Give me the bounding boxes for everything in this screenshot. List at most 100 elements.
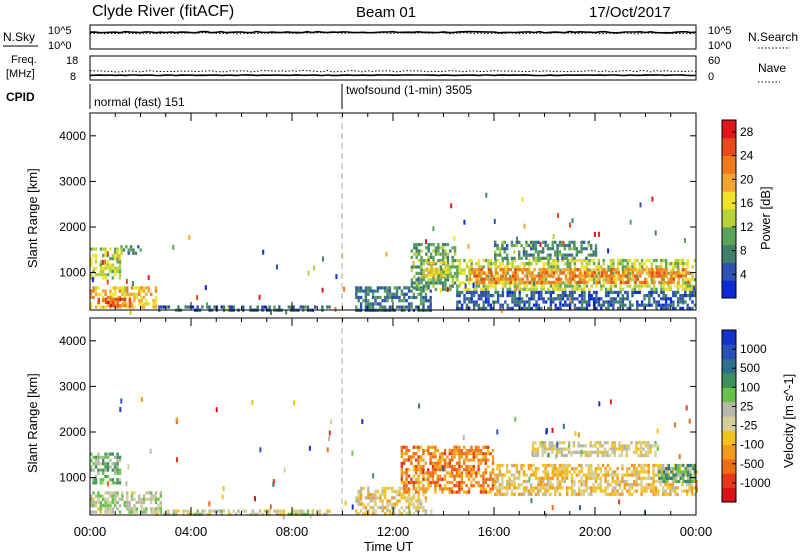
cell-6 (413, 265, 416, 269)
cell-4 (491, 477, 495, 481)
scatter-cell (598, 401, 601, 407)
cell-5 (568, 463, 571, 468)
cell-8 (597, 265, 601, 269)
cell-0 (111, 263, 114, 267)
cell-8 (621, 268, 625, 272)
cell-8 (626, 262, 629, 266)
cell-5 (364, 295, 368, 300)
cell-11 (595, 290, 598, 294)
cell-8 (556, 284, 560, 288)
cell-9 (531, 271, 534, 275)
cell-4 (491, 455, 495, 459)
cell-0 (94, 260, 98, 264)
cell-0 (92, 247, 95, 251)
cell-4 (479, 461, 483, 465)
cell-4 (287, 305, 290, 309)
cell-5 (635, 473, 638, 477)
cell-5 (585, 463, 588, 468)
cell-4 (479, 452, 483, 456)
cell-7 (432, 274, 436, 278)
cell-4 (415, 487, 418, 491)
colorbar-tick-label: 16 (740, 196, 754, 210)
cell-6 (439, 246, 442, 250)
cell-11 (484, 294, 488, 298)
cell-8 (535, 287, 538, 291)
cell-8 (626, 265, 629, 269)
scatter-cell (418, 403, 421, 409)
cell-11 (583, 306, 586, 310)
colorbar-swatch (722, 373, 736, 388)
cell-4 (487, 477, 490, 481)
scatter-cell (530, 498, 533, 504)
cell-8 (470, 278, 473, 282)
cell-11 (506, 294, 509, 298)
cell-7 (670, 467, 673, 471)
cell-8 (580, 271, 584, 275)
colorbar-tick-label: -1000 (740, 476, 771, 490)
cell-11 (559, 294, 562, 298)
cell-10 (513, 243, 516, 248)
cell-8 (484, 271, 488, 275)
cell-5 (367, 299, 370, 303)
cell-6 (415, 265, 418, 269)
cell-2 (128, 300, 132, 305)
cell-11 (463, 300, 466, 304)
cell-7 (694, 467, 697, 471)
cell-6 (417, 287, 421, 291)
cell-8 (600, 284, 603, 288)
cell-5 (645, 483, 648, 487)
cell-10 (501, 247, 504, 251)
cell-4 (417, 461, 420, 465)
cell-8 (547, 268, 550, 272)
cell-7 (442, 274, 445, 278)
cell-7 (662, 479, 666, 484)
cell-5 (556, 489, 559, 493)
cell-1 (114, 497, 117, 501)
cell-11 (494, 300, 497, 304)
cell-11 (588, 297, 591, 301)
cell-0 (116, 471, 119, 475)
cell-4 (436, 477, 439, 481)
cell-11 (528, 297, 531, 301)
cell-4 (484, 477, 487, 481)
cell-5 (638, 483, 641, 487)
cell-0 (97, 471, 100, 475)
cell-1 (157, 504, 160, 508)
cell-10 (520, 256, 523, 260)
cell-6 (453, 252, 457, 256)
cell-6 (567, 450, 571, 454)
cell-9 (569, 271, 572, 275)
cell-2 (196, 509, 199, 513)
scatter-cell (467, 243, 470, 249)
cell-11 (554, 306, 557, 310)
cell-6 (415, 271, 418, 275)
cell-11 (487, 297, 490, 301)
cell-8 (470, 262, 473, 266)
cell-7 (425, 274, 429, 278)
cell-11 (604, 300, 608, 304)
cell-4 (487, 445, 490, 449)
cell-11 (564, 290, 567, 294)
cell-3 (371, 496, 375, 500)
cell-6 (642, 447, 645, 451)
cell-4 (460, 484, 463, 488)
cell-4 (443, 487, 447, 491)
cell-5 (558, 467, 562, 471)
cell-9 (610, 268, 613, 272)
cell-5 (645, 489, 648, 493)
cell-2 (109, 304, 112, 308)
cell-9 (521, 277, 524, 281)
cell-5 (657, 463, 660, 468)
cell-7 (674, 473, 678, 477)
colorbar-frame (721, 119, 737, 299)
cell-7 (430, 264, 433, 268)
cell-5 (539, 483, 542, 487)
cell-7 (435, 270, 438, 274)
cell-11 (518, 303, 521, 307)
cell-5 (527, 479, 530, 484)
cell-5 (494, 473, 497, 477)
cell-5 (597, 476, 600, 480)
cell-3 (381, 486, 384, 490)
cell-1 (104, 510, 107, 514)
cell-9 (672, 271, 676, 275)
